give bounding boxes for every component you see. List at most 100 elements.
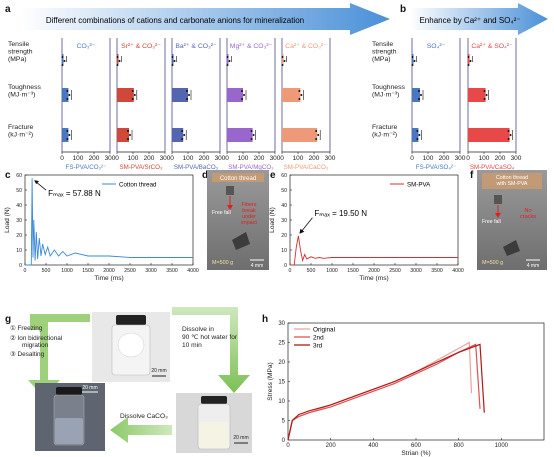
data-point xyxy=(241,98,243,100)
bar xyxy=(172,128,184,142)
x-tick-label: 200 xyxy=(326,443,337,449)
data-point xyxy=(416,130,419,132)
x-tick-label: 4000 xyxy=(452,268,464,274)
data-point xyxy=(298,90,301,92)
row-label-line: strength xyxy=(8,49,33,56)
photo-header-box xyxy=(212,173,264,182)
row-label-line: (kJ·m⁻²) xyxy=(8,132,33,139)
panel-g: g ① Freezing ② Ion bidirectional migratio… xyxy=(5,307,252,453)
row-label-line: (MJ·m⁻³) xyxy=(8,92,35,99)
data-point xyxy=(283,60,286,62)
y-tick-label: 30 xyxy=(281,218,287,224)
y-tick-label: 30 xyxy=(278,321,285,327)
x-tick-label: 3000 xyxy=(410,268,422,274)
y-tick-label: 0 xyxy=(284,263,287,269)
x-tick-label: 500 xyxy=(42,268,51,274)
data-point xyxy=(133,94,136,96)
panel-h-chart: 0 200 400 600 800 1000 0 5 10 15 20 25 30 Strian (%) S… xyxy=(267,321,545,457)
x-tick-label: 1000 xyxy=(61,268,73,274)
data-point xyxy=(315,138,318,140)
data-point xyxy=(467,56,470,58)
dissolve-caco3-label: Dissolve CaCO₃ xyxy=(120,413,168,420)
sample-label: FS-PVA/SO₄²⁻ xyxy=(416,164,456,171)
x-tick-label: 200 xyxy=(495,155,506,162)
x-tick-label: 1000 xyxy=(495,443,509,449)
panel-b: b Enhance by Ca²⁺ and SO₄²⁻ Tensile stren… xyxy=(372,3,548,171)
y-tick-label: 15 xyxy=(278,380,285,386)
x-tick-label: 300 xyxy=(215,155,226,162)
legend-label: 3rd xyxy=(313,342,323,349)
panel-b-banner-text: Enhance by Ca²⁺ and SO₄²⁻ xyxy=(419,16,520,25)
data-point xyxy=(127,130,129,132)
bar xyxy=(282,54,284,64)
data-point xyxy=(241,90,243,92)
x-tick-label: 200 xyxy=(144,155,155,162)
panel-c-chart: 0 500 1000 1500 2000 2500 3000 3500 4000 0 10 20 30 4… xyxy=(4,173,199,282)
data-point xyxy=(66,138,69,140)
x-tick-label: 200 xyxy=(199,155,210,162)
data-point xyxy=(171,64,174,66)
panel-e: e 0 500 1000 1500 2000 2500 3000 3500 4000 0 10 20 3… xyxy=(269,170,464,282)
y-tick-label: 10 xyxy=(16,248,22,254)
x-tick-label: 600 xyxy=(411,443,422,449)
x-tick-label: 0 xyxy=(170,155,174,162)
data-point xyxy=(418,90,420,92)
mass-label: M=500 g xyxy=(212,260,233,266)
bar xyxy=(117,88,134,102)
mass-label: M=500 g xyxy=(482,260,503,266)
ion-label: CO₃²⁻ xyxy=(77,43,96,50)
sample-label: SM-PVA/CaCO₃ xyxy=(284,164,329,171)
x-tick-label: 3500 xyxy=(166,268,178,274)
step-3: ③ Desalting xyxy=(10,351,45,358)
panel-a-chart: Tensile strength (MPa) Toughness (MJ·m⁻³) Fra… xyxy=(8,38,336,171)
y-tick-label: 50 xyxy=(281,188,287,194)
panel-e-chart: 0 500 1000 1500 2000 2500 3000 3500 4000 0 10 20 30 4… xyxy=(269,173,464,282)
x-tick-label: 300 xyxy=(160,155,171,162)
x-tick-label: 3500 xyxy=(431,268,443,274)
bar xyxy=(412,128,419,142)
panel-e-letter: e xyxy=(270,170,276,181)
panel-a: a Different combinations of cations and … xyxy=(5,3,390,171)
x-tick-label: 100 xyxy=(293,155,304,162)
y-tick-label: 60 xyxy=(16,173,22,179)
free-fall-label: Free fall xyxy=(212,210,231,216)
x-tick-label: 300 xyxy=(105,155,116,162)
sample-label: SM-PVA/BaCO₃ xyxy=(174,164,219,171)
x-tick-label: 100 xyxy=(423,155,434,162)
process-arrow-right xyxy=(172,307,250,393)
row-label-line: Tensile xyxy=(372,41,393,48)
data-point xyxy=(186,98,188,100)
y-tick-label: 10 xyxy=(281,248,287,254)
x-tick-label: 200 xyxy=(309,155,320,162)
y-tick-label: 0 xyxy=(282,438,286,444)
plot-frame xyxy=(287,322,545,441)
step-1: ① Freezing xyxy=(10,325,43,332)
free-fall-label: Free fall xyxy=(482,219,501,225)
y-tick-label: 0 xyxy=(19,263,22,269)
sample-label: FS-PVA/CO₃²⁻ xyxy=(66,164,107,171)
y-tick-label: 50 xyxy=(16,188,22,194)
legend-label: Cotton thread xyxy=(119,182,157,189)
jar-lid xyxy=(56,387,82,395)
bar xyxy=(62,128,69,142)
data-point xyxy=(186,90,188,92)
data-point xyxy=(300,94,303,96)
data-point xyxy=(116,64,119,66)
data-point xyxy=(418,98,420,100)
data-point xyxy=(467,64,470,66)
photo-header: Cotton thread with SM-PVA xyxy=(496,175,528,187)
panel-c: c 0 500 1000 1500 2000 2500 3000 3500 4000 0 10 20 3… xyxy=(4,170,199,282)
x-tick-label: 100 xyxy=(238,155,249,162)
data-point xyxy=(420,94,422,96)
x-tick-label: 300 xyxy=(455,155,466,162)
data-point xyxy=(66,98,69,100)
data-point xyxy=(243,94,245,96)
data-point xyxy=(118,60,121,62)
x-tick-label: 2500 xyxy=(124,268,136,274)
clear-liquid xyxy=(55,418,83,444)
fibers-break-note: Fibers break under impact xyxy=(241,202,257,226)
y-tick-label: 60 xyxy=(281,173,287,179)
photo-header-box xyxy=(482,173,542,189)
bar xyxy=(227,128,253,142)
